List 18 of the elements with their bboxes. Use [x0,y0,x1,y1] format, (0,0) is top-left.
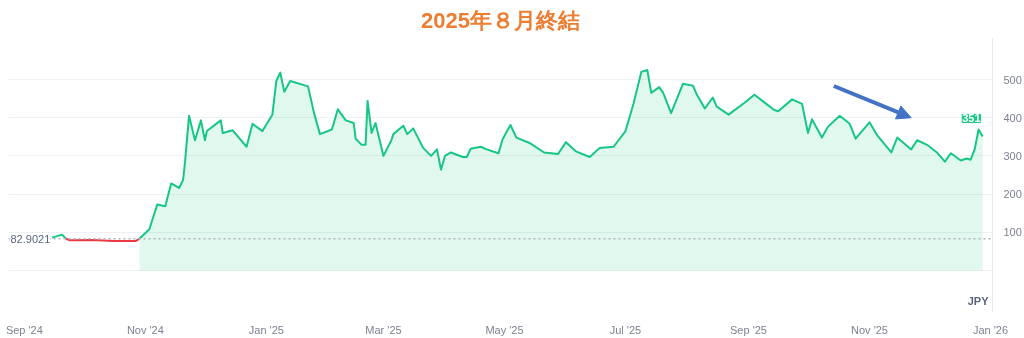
x-tick-label: May '25 [485,323,524,336]
annotation: 351 [962,112,981,125]
annotation: JPY [967,294,990,307]
x-tick-label: Sep '25 [730,323,767,336]
ref-line-label: 82.9021 [10,232,51,245]
chart-title: 2025年８月終結 [421,7,580,33]
x-tick-label: Sep '24 [5,323,43,336]
y-tick-label: 400 [1003,111,1022,124]
x-tick-label: Jan '25 [248,323,284,336]
y-tick-label: 200 [1003,188,1022,201]
x-tick-label: Jan '26 [972,323,1009,336]
x-tick-label: Mar '25 [365,323,402,336]
y-tick-label: 100 [1003,226,1022,239]
x-tick-label: Jul '25 [609,323,642,336]
x-tick-label: Nov '25 [851,323,888,336]
x-tick-label: Nov '24 [126,323,164,336]
y-tick-label: 300 [1003,149,1022,162]
y-tick-label: 500 [1003,73,1022,86]
